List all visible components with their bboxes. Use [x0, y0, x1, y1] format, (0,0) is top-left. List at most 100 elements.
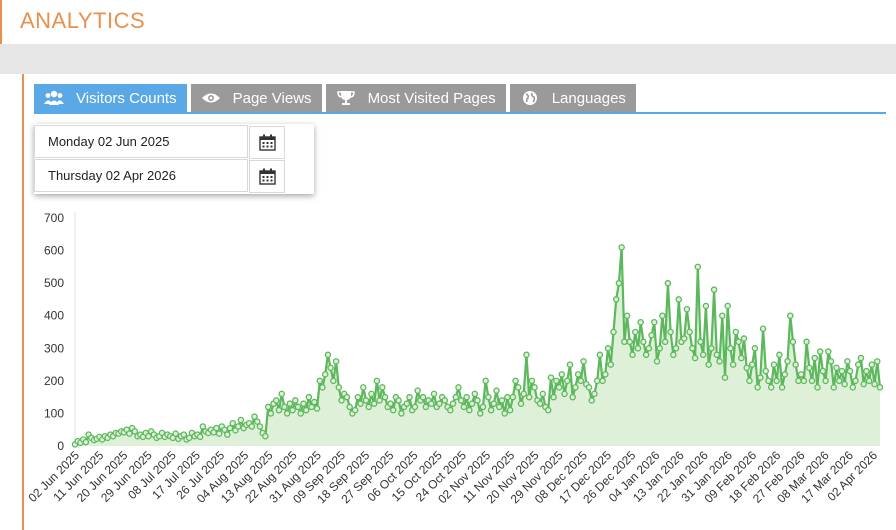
data-point[interactable] — [131, 428, 139, 435]
data-point[interactable] — [672, 345, 680, 352]
data-point[interactable] — [476, 410, 484, 417]
data-point[interactable] — [561, 390, 568, 398]
data-point[interactable] — [686, 328, 693, 336]
data-point[interactable] — [727, 345, 734, 352]
data-point[interactable] — [735, 338, 742, 346]
data-point[interactable] — [234, 423, 242, 430]
data-point[interactable] — [515, 384, 522, 391]
data-point[interactable] — [569, 393, 576, 401]
data-point[interactable] — [308, 403, 315, 411]
data-point[interactable] — [721, 374, 729, 381]
data-point[interactable] — [724, 302, 731, 310]
data-point[interactable] — [490, 400, 498, 407]
data-point[interactable] — [776, 351, 783, 359]
data-point[interactable] — [479, 403, 487, 411]
data-point[interactable] — [708, 345, 715, 352]
data-point[interactable] — [547, 374, 555, 381]
data-point[interactable] — [852, 377, 859, 385]
data-point[interactable] — [838, 367, 846, 375]
data-point[interactable] — [517, 400, 525, 407]
data-point[interactable] — [474, 397, 481, 404]
data-point[interactable] — [626, 338, 634, 346]
data-point[interactable] — [330, 377, 337, 385]
data-point[interactable] — [705, 361, 712, 368]
data-point[interactable] — [623, 312, 631, 319]
data-point[interactable] — [699, 351, 707, 359]
data-point[interactable] — [664, 279, 672, 287]
data-point[interactable] — [656, 345, 663, 352]
data-point[interactable] — [854, 361, 862, 368]
data-point[interactable] — [825, 348, 832, 355]
data-point[interactable] — [509, 393, 517, 401]
data-point[interactable] — [572, 384, 579, 391]
tab-languages[interactable]: Languages — [509, 84, 636, 112]
data-point[interactable] — [713, 351, 721, 359]
start-date-field[interactable]: Monday 02 Jun 2025 — [34, 125, 285, 159]
data-point[interactable] — [588, 397, 595, 404]
data-point[interactable] — [126, 430, 133, 437]
data-point[interactable] — [332, 358, 340, 365]
data-point[interactable] — [615, 279, 623, 287]
data-point[interactable] — [199, 423, 207, 430]
data-point[interactable] — [221, 426, 228, 433]
data-point[interactable] — [430, 390, 438, 398]
data-point[interactable] — [833, 364, 840, 372]
data-point[interactable] — [596, 351, 604, 359]
data-point[interactable] — [659, 312, 666, 319]
data-point[interactable] — [294, 403, 302, 411]
data-point[interactable] — [577, 377, 585, 385]
data-point[interactable] — [544, 406, 552, 414]
data-point[interactable] — [789, 338, 797, 346]
data-point[interactable] — [305, 393, 313, 401]
data-point[interactable] — [811, 354, 818, 362]
data-point[interactable] — [759, 325, 767, 332]
data-point[interactable] — [762, 367, 770, 375]
data-point[interactable] — [196, 433, 204, 441]
data-point[interactable] — [651, 318, 658, 326]
data-point[interactable] — [806, 364, 813, 372]
data-point[interactable] — [757, 374, 764, 381]
data-point[interactable] — [300, 400, 307, 407]
data-point[interactable] — [795, 377, 802, 385]
data-point[interactable] — [553, 377, 560, 385]
data-point[interactable] — [365, 403, 372, 411]
data-point[interactable] — [398, 410, 405, 417]
data-point[interactable] — [335, 384, 343, 391]
data-point[interactable] — [422, 403, 430, 411]
data-point[interactable] — [395, 397, 402, 404]
data-point[interactable] — [645, 345, 653, 352]
data-point[interactable] — [784, 358, 791, 365]
data-point[interactable] — [237, 416, 245, 424]
data-point[interactable] — [302, 406, 310, 414]
data-point[interactable] — [792, 361, 799, 368]
data-point[interactable] — [292, 397, 299, 404]
data-point[interactable] — [694, 263, 702, 271]
data-point[interactable] — [311, 398, 318, 406]
data-point[interactable] — [691, 354, 699, 362]
data-point[interactable] — [863, 367, 870, 375]
data-point[interactable] — [740, 335, 748, 342]
data-point[interactable] — [778, 384, 786, 391]
data-point[interactable] — [512, 377, 519, 385]
data-point[interactable] — [871, 380, 878, 388]
data-point[interactable] — [787, 312, 794, 319]
data-point[interactable] — [528, 377, 536, 385]
data-point[interactable] — [504, 393, 511, 401]
data-point[interactable] — [327, 364, 334, 372]
data-point[interactable] — [215, 430, 223, 437]
data-point[interactable] — [362, 397, 370, 404]
data-point[interactable] — [297, 410, 304, 417]
data-point[interactable] — [373, 377, 381, 385]
data-point[interactable] — [224, 431, 231, 438]
data-point[interactable] — [272, 397, 280, 404]
data-point[interactable] — [525, 393, 533, 401]
data-point[interactable] — [411, 403, 419, 411]
calendar-icon[interactable] — [249, 160, 285, 193]
data-point[interactable] — [466, 406, 473, 414]
data-point[interactable] — [653, 358, 661, 365]
data-point[interactable] — [248, 423, 256, 430]
data-point[interactable] — [865, 377, 873, 385]
data-point[interactable] — [264, 403, 272, 411]
data-point[interactable] — [229, 419, 236, 427]
data-point[interactable] — [743, 364, 750, 372]
